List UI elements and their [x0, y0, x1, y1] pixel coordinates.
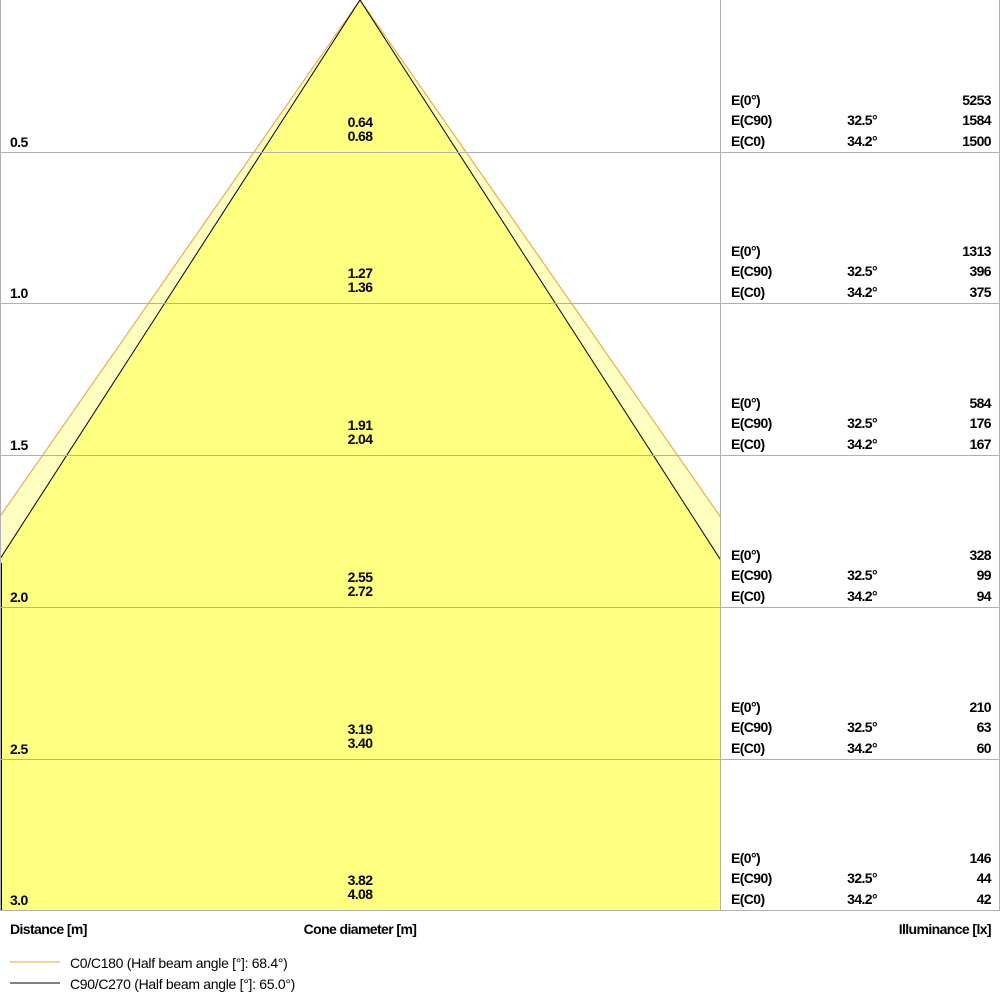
e0-value: 328 — [969, 547, 991, 563]
e-c90-value: 1584 — [962, 112, 991, 128]
c0-angle: 34.2° — [847, 588, 877, 604]
e-c90-value: 63 — [976, 719, 992, 735]
e-c0-value: 375 — [969, 284, 991, 300]
e-c0-value: 42 — [976, 891, 992, 907]
e0-label: E(0°) — [731, 850, 761, 866]
e-c0-label: E(C0) — [731, 588, 765, 604]
c0-angle: 34.2° — [847, 284, 877, 300]
legend-c90-label: C90/C270 (Half beam angle [°]: 65.0°) — [70, 976, 296, 992]
e0-label: E(0°) — [731, 243, 761, 259]
distance-label: 1.0 — [10, 285, 28, 301]
e-c0-label: E(C0) — [731, 740, 765, 756]
e0-label: E(0°) — [731, 547, 761, 563]
c90-angle: 32.5° — [847, 112, 877, 128]
distance-label: 0.5 — [10, 134, 28, 150]
e0-value: 210 — [969, 699, 991, 715]
c90-edge-right — [359, 0, 720, 560]
cone-diameter-c0: 2.72 — [347, 583, 373, 599]
e-c90-value: 176 — [969, 415, 991, 431]
e0-value: 5253 — [962, 92, 991, 108]
legend-c0-label: C0/C180 (Half beam angle [°]: 68.4°) — [70, 955, 288, 971]
illuminance-axis-label: Illuminance [lx] — [898, 921, 992, 937]
c0-edge-left — [0, 0, 361, 518]
e-c90-label: E(C90) — [731, 112, 772, 128]
e-c90-label: E(C90) — [731, 263, 772, 279]
e-c0-label: E(C0) — [731, 436, 765, 452]
cone-diameter-c0: 3.40 — [347, 735, 373, 751]
e-c0-label: E(C0) — [731, 133, 765, 149]
e-c90-label: E(C90) — [731, 870, 772, 886]
e0-label: E(0°) — [731, 395, 761, 411]
distance-label: 1.5 — [10, 437, 28, 453]
c90-angle: 32.5° — [847, 719, 877, 735]
c90-angle: 32.5° — [847, 567, 877, 583]
c0-angle: 34.2° — [847, 436, 877, 452]
distance-label: 2.0 — [10, 589, 28, 605]
c0-angle: 34.2° — [847, 740, 877, 756]
cone-diameter-c0: 0.68 — [347, 128, 373, 144]
e0-value: 584 — [969, 395, 991, 411]
cone-diameter-c90: 3.82 — [347, 872, 373, 888]
e-c0-value: 60 — [976, 740, 992, 756]
e-c0-value: 167 — [969, 436, 991, 452]
e-c90-value: 396 — [969, 263, 991, 279]
c0-angle: 34.2° — [847, 133, 877, 149]
cone-axis-label: Cone diameter [m] — [303, 921, 417, 937]
e-c0-value: 94 — [976, 588, 992, 604]
c0-edge-right — [359, 0, 720, 518]
e-c90-label: E(C90) — [731, 415, 772, 431]
e-c0-value: 1500 — [962, 133, 991, 149]
e0-label: E(0°) — [731, 92, 761, 108]
e-c0-label: E(C0) — [731, 284, 765, 300]
c90-edge-left — [0, 0, 361, 560]
cone-diameter-c90: 0.64 — [347, 114, 373, 130]
e-c90-label: E(C90) — [731, 567, 772, 583]
cone-diameter-c90: 2.55 — [347, 569, 373, 585]
e-c90-value: 44 — [976, 870, 992, 886]
e0-label: E(0°) — [731, 699, 761, 715]
c90-angle: 32.5° — [847, 870, 877, 886]
e-c90-label: E(C90) — [731, 719, 772, 735]
distance-label: 3.0 — [10, 892, 28, 908]
cone-diameter-c90: 1.27 — [347, 265, 373, 281]
cone-diameter-c0: 2.04 — [347, 431, 373, 447]
c90-angle: 32.5° — [847, 263, 877, 279]
cone-diameter-c90: 3.19 — [347, 721, 373, 737]
e-c0-label: E(C0) — [731, 891, 765, 907]
e0-value: 146 — [969, 850, 991, 866]
c90-angle: 32.5° — [847, 415, 877, 431]
distance-axis-label: Distance [m] — [10, 921, 87, 937]
cone-diameter-c90: 1.91 — [347, 417, 373, 433]
e-c90-value: 99 — [976, 567, 992, 583]
e0-value: 1313 — [962, 243, 991, 259]
cone-diameter-c0: 4.08 — [347, 886, 373, 902]
distance-label: 2.5 — [10, 741, 28, 757]
cone-diameter-c0: 1.36 — [347, 279, 373, 295]
c0-angle: 34.2° — [847, 891, 877, 907]
